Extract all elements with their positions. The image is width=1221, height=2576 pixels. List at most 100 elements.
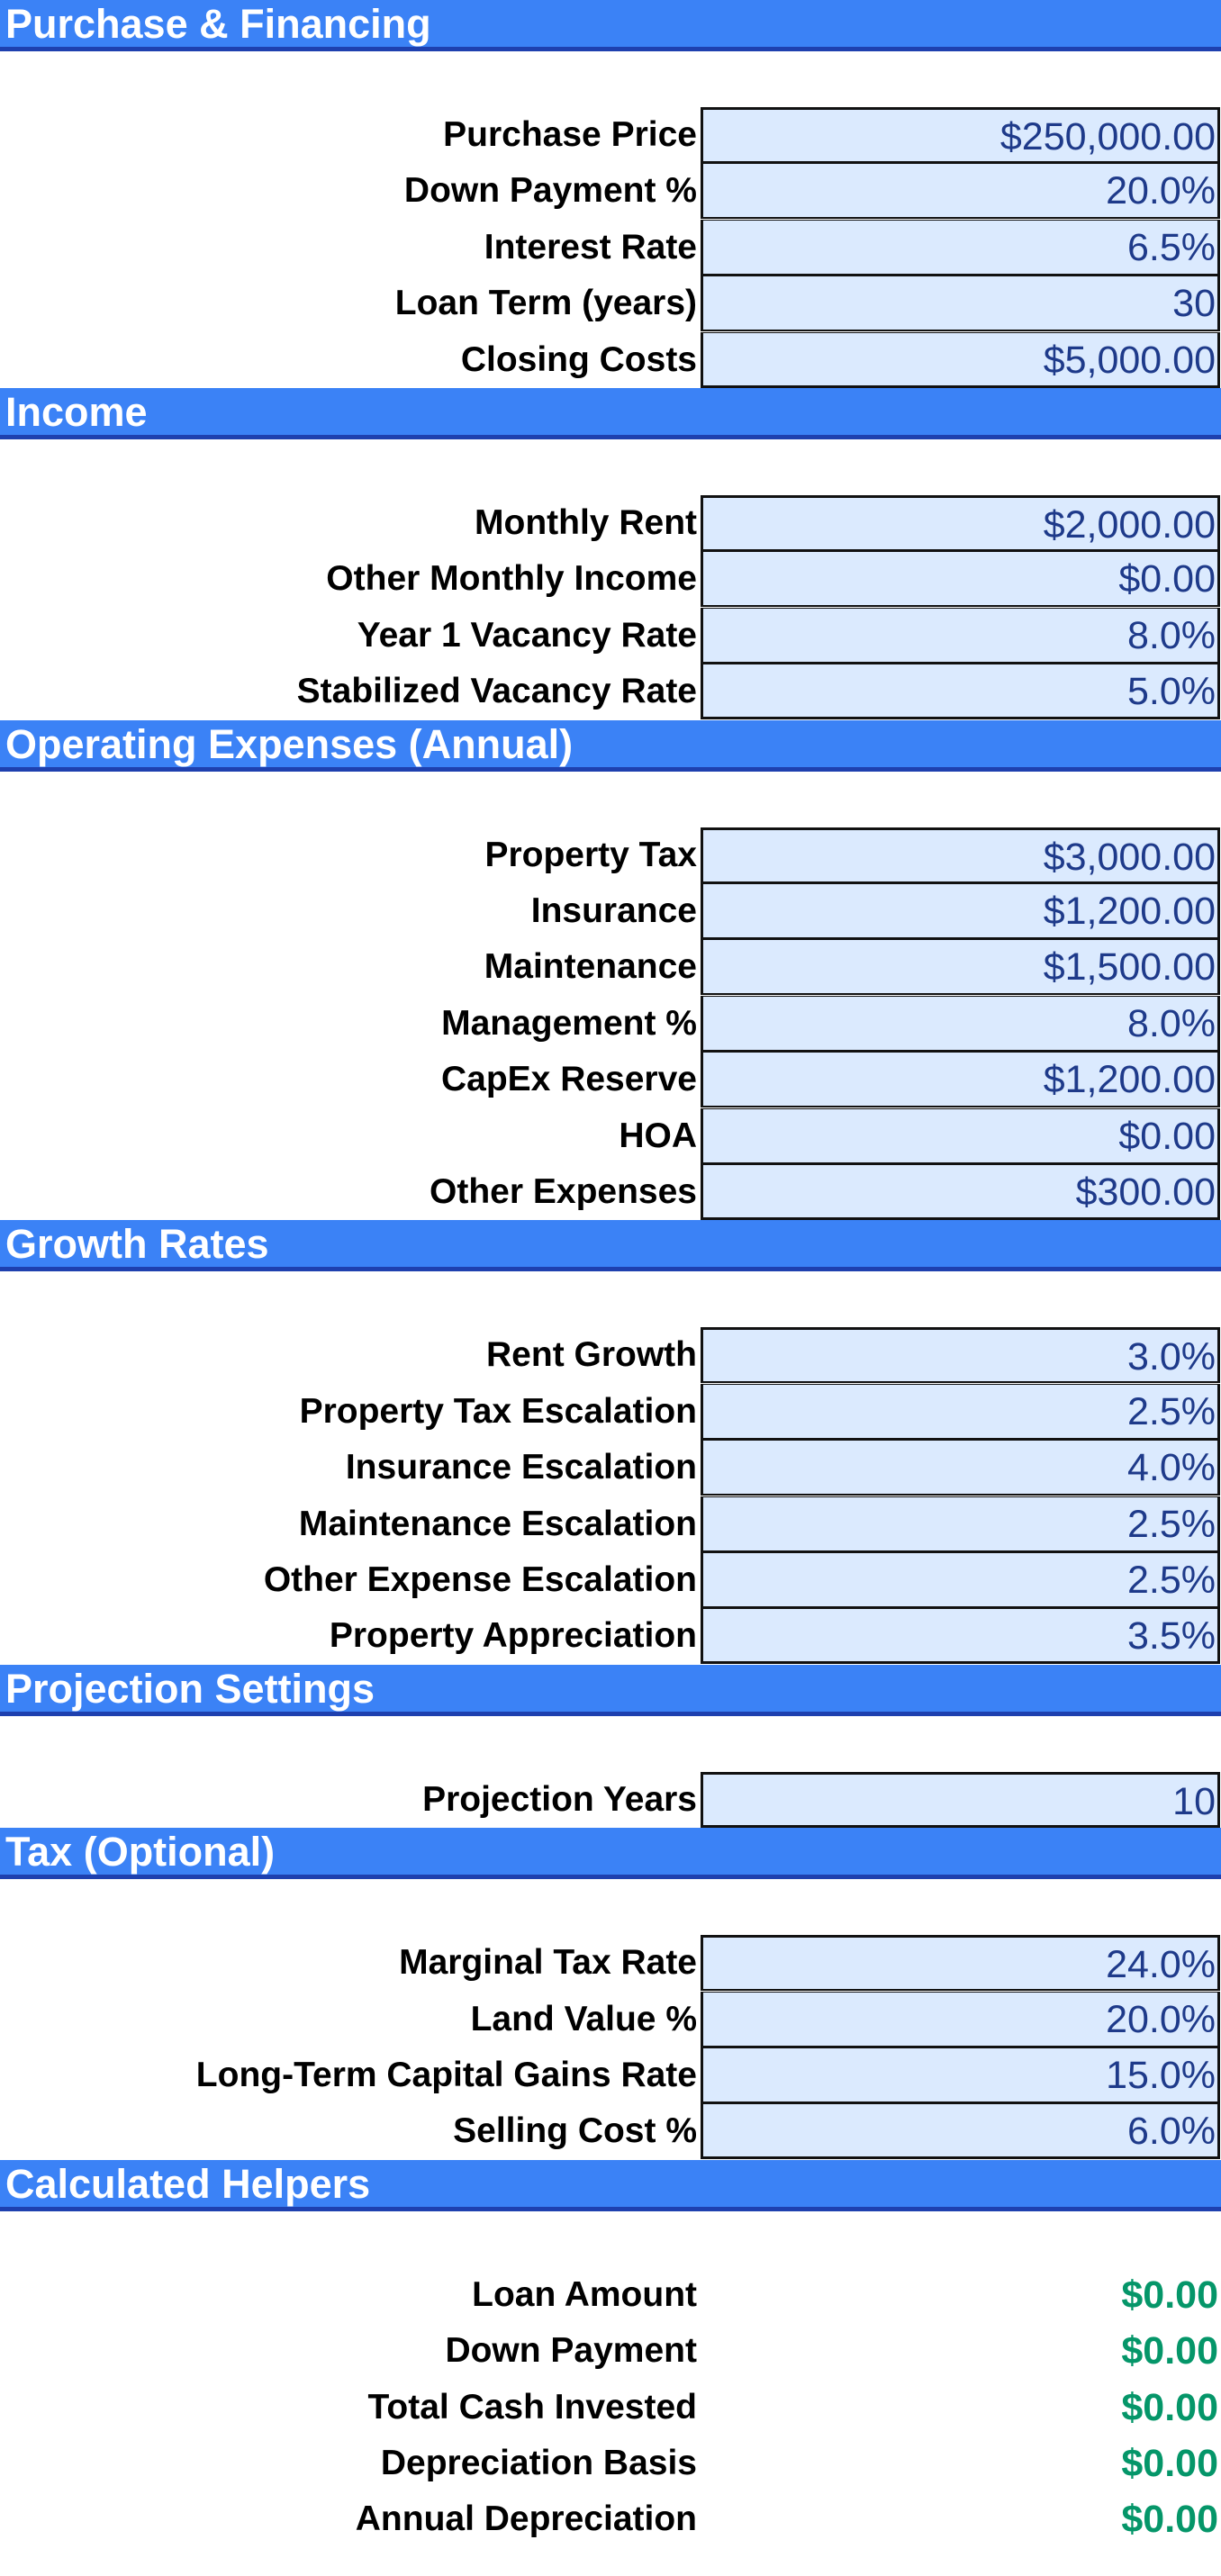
row-long-term-capital-gains-rate: Long-Term Capital Gains Rate 15.0% [0,2047,1221,2103]
label-other-expense-escalation: Other Expense Escalation [263,1560,697,1599]
row-depreciation-basis: Depreciation Basis $0.00 [0,2436,1221,2491]
label-property-appreciation: Property Appreciation [329,1616,697,1655]
label-selling-cost: Selling Cost % [453,2111,697,2150]
section-header-tax-optional: Tax (Optional) [0,1828,1221,1879]
label-projection-years: Projection Years [422,1780,697,1819]
label-property-tax: Property Tax [484,836,697,874]
row-insurance: Insurance $1,200.00 [0,883,1221,939]
label-down-payment: Down Payment % [403,171,697,210]
row-land-value: Land Value % 20.0% [0,1992,1221,2047]
input-other-expenses[interactable]: $300.00 [701,1164,1220,1220]
label-year-1-vacancy-rate: Year 1 Vacancy Rate [357,616,697,655]
row-management: Management % 8.0% [0,996,1221,1052]
input-marginal-tax-rate[interactable]: 24.0% [701,1935,1220,1991]
row-loan-amount: Loan Amount $0.00 [0,2267,1221,2323]
input-other-monthly-income[interactable]: $0.00 [701,551,1220,607]
input-insurance[interactable]: $1,200.00 [701,883,1220,939]
label-management: Management % [441,1004,697,1043]
row-selling-cost: Selling Cost % 6.0% [0,2103,1221,2159]
label-purchase-price: Purchase Price [443,115,697,154]
label-down-payment: Down Payment [445,2331,697,2370]
input-selling-cost[interactable]: 6.0% [701,2103,1220,2159]
row-down-payment: Down Payment $0.00 [0,2323,1221,2379]
input-monthly-rent[interactable]: $2,000.00 [701,495,1220,551]
calculated-total-cash-invested: $0.00 [1121,2386,1218,2429]
input-capex-reserve[interactable]: $1,200.00 [701,1052,1220,1107]
row-property-appreciation: Property Appreciation 3.5% [0,1608,1221,1664]
label-annual-depreciation: Annual Depreciation [355,2499,697,2538]
input-maintenance[interactable]: $1,500.00 [701,939,1220,995]
row-property-tax-escalation: Property Tax Escalation 2.5% [0,1384,1221,1440]
input-loan-term-years[interactable]: 30 [701,276,1220,331]
input-property-tax-escalation[interactable]: 2.5% [701,1384,1220,1440]
section-header-operating-expenses-annual: Operating Expenses (Annual) [0,720,1221,772]
input-stabilized-vacancy-rate[interactable]: 5.0% [701,664,1220,719]
label-stabilized-vacancy-rate: Stabilized Vacancy Rate [296,672,697,710]
label-rent-growth: Rent Growth [486,1335,697,1374]
label-interest-rate: Interest Rate [484,228,697,267]
label-capex-reserve: CapEx Reserve [440,1060,697,1098]
section-header-income: Income [0,388,1221,439]
input-year-1-vacancy-rate[interactable]: 8.0% [701,608,1220,664]
calculated-loan-amount: $0.00 [1121,2273,1218,2317]
row-capex-reserve: CapEx Reserve $1,200.00 [0,1052,1221,1107]
row-closing-costs: Closing Costs $5,000.00 [0,332,1221,388]
row-purchase-price: Purchase Price $250,000.00 [0,107,1221,163]
section-header-projection-settings: Projection Settings [0,1665,1221,1716]
row-other-monthly-income: Other Monthly Income $0.00 [0,551,1221,607]
row-projection-years: Projection Years 10 [0,1772,1221,1828]
label-other-expenses: Other Expenses [430,1172,697,1211]
row-marginal-tax-rate: Marginal Tax Rate 24.0% [0,1935,1221,1991]
row-maintenance-escalation: Maintenance Escalation 2.5% [0,1496,1221,1552]
input-closing-costs[interactable]: $5,000.00 [701,332,1220,388]
input-hoa[interactable]: $0.00 [701,1108,1220,1164]
calculated-annual-depreciation: $0.00 [1121,2498,1218,2541]
input-interest-rate[interactable]: 6.5% [701,220,1220,276]
input-projection-years[interactable]: 10 [701,1772,1220,1828]
label-property-tax-escalation: Property Tax Escalation [299,1392,697,1431]
row-insurance-escalation: Insurance Escalation 4.0% [0,1440,1221,1496]
input-other-expense-escalation[interactable]: 2.5% [701,1552,1220,1608]
label-loan-term-years: Loan Term (years) [394,284,697,322]
input-down-payment[interactable]: 20.0% [701,163,1220,219]
row-property-tax: Property Tax $3,000.00 [0,827,1221,883]
row-total-cash-invested: Total Cash Invested $0.00 [0,2380,1221,2436]
input-long-term-capital-gains-rate[interactable]: 15.0% [701,2047,1220,2103]
label-depreciation-basis: Depreciation Basis [380,2444,697,2482]
row-annual-depreciation: Annual Depreciation $0.00 [0,2491,1221,2547]
row-rent-growth: Rent Growth 3.0% [0,1327,1221,1383]
input-management[interactable]: 8.0% [701,996,1220,1052]
input-insurance-escalation[interactable]: 4.0% [701,1440,1220,1496]
row-stabilized-vacancy-rate: Stabilized Vacancy Rate 5.0% [0,664,1221,719]
calculated-depreciation-basis: $0.00 [1121,2442,1218,2485]
row-down-payment: Down Payment % 20.0% [0,163,1221,219]
section-header-purchase-financing: Purchase & Financing [0,0,1221,51]
label-land-value: Land Value % [470,2000,697,2038]
label-long-term-capital-gains-rate: Long-Term Capital Gains Rate [195,2056,697,2094]
row-loan-term-years: Loan Term (years) 30 [0,276,1221,331]
input-rent-growth[interactable]: 3.0% [701,1327,1220,1383]
calculated-down-payment: $0.00 [1121,2329,1218,2373]
row-year-1-vacancy-rate: Year 1 Vacancy Rate 8.0% [0,608,1221,664]
section-header-growth-rates: Growth Rates [0,1220,1221,1271]
label-maintenance: Maintenance [484,947,697,986]
label-loan-amount: Loan Amount [472,2275,697,2314]
label-closing-costs: Closing Costs [460,340,697,379]
label-other-monthly-income: Other Monthly Income [326,559,697,598]
label-insurance: Insurance [530,891,697,930]
label-insurance-escalation: Insurance Escalation [345,1448,697,1487]
input-property-tax[interactable]: $3,000.00 [701,827,1220,883]
input-land-value[interactable]: 20.0% [701,1992,1220,2047]
label-monthly-rent: Monthly Rent [475,503,697,542]
label-total-cash-invested: Total Cash Invested [367,2388,697,2427]
section-header-calculated-helpers: Calculated Helpers [0,2160,1221,2211]
label-marginal-tax-rate: Marginal Tax Rate [399,1943,697,1982]
label-maintenance-escalation: Maintenance Escalation [298,1505,697,1543]
row-interest-rate: Interest Rate 6.5% [0,220,1221,276]
input-property-appreciation[interactable]: 3.5% [701,1608,1220,1664]
row-hoa: HOA $0.00 [0,1108,1221,1164]
row-monthly-rent: Monthly Rent $2,000.00 [0,495,1221,551]
input-maintenance-escalation[interactable]: 2.5% [701,1496,1220,1552]
input-purchase-price[interactable]: $250,000.00 [701,107,1220,163]
row-other-expense-escalation: Other Expense Escalation 2.5% [0,1552,1221,1608]
